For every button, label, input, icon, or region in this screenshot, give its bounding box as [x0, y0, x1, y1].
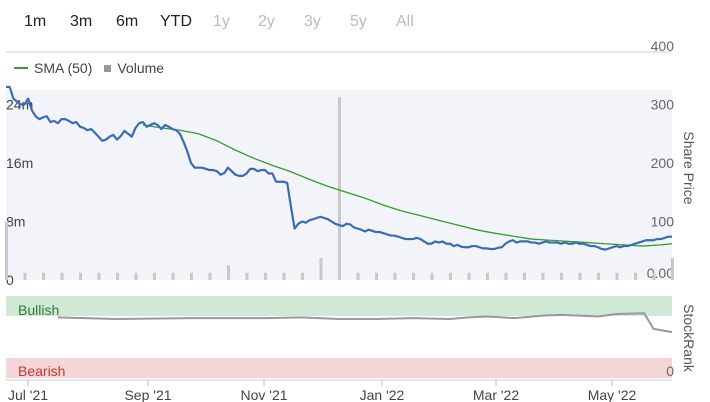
volume-bar — [356, 272, 360, 280]
share-price-axis-label: Share Price — [681, 131, 697, 204]
x-tick-label: Nov '21 — [240, 387, 287, 402]
bearish-label: Bearish — [18, 363, 65, 379]
volume-bar — [504, 272, 508, 280]
volume-bar — [23, 272, 27, 280]
x-tick-label: May '22 — [588, 387, 637, 402]
stockrank-tick-label: 0 — [666, 363, 674, 379]
volume-bar — [578, 272, 582, 280]
price-tick-label: 0.00 — [647, 265, 674, 281]
volume-bar — [671, 258, 674, 280]
range-button-1m[interactable]: 1m — [24, 13, 47, 30]
volume-bar — [560, 272, 563, 280]
volume-bar — [245, 272, 249, 280]
bullish-label: Bullish — [18, 302, 59, 318]
price-tick-label: 200 — [651, 155, 675, 171]
volume-bar — [338, 97, 341, 280]
volume-bar — [134, 272, 138, 280]
bearish-band — [6, 358, 672, 378]
stockrank-line — [57, 312, 673, 334]
volume-bar — [153, 272, 156, 280]
range-button-6m[interactable]: 6m — [116, 13, 139, 30]
volume-bar — [171, 272, 175, 280]
price-tick-label: 300 — [651, 97, 675, 113]
volume-tick-label: 16m — [6, 155, 33, 171]
volume-bar — [412, 272, 415, 280]
volume-bar — [523, 272, 526, 280]
volume-bar — [42, 272, 45, 280]
volume-bar — [393, 272, 397, 280]
chart-legend: SMA (50) Volume — [14, 60, 164, 76]
range-button-1y[interactable]: 1y — [213, 13, 230, 30]
volume-bar — [97, 272, 101, 280]
sma-legend-label[interactable]: SMA (50) — [34, 60, 93, 76]
volume-bar — [652, 272, 656, 280]
volume-bar — [5, 221, 8, 280]
volume-tick-label: 0 — [6, 272, 14, 288]
volume-bar — [190, 272, 193, 280]
range-button-3m[interactable]: 3m — [70, 13, 93, 30]
volume-bar — [319, 258, 323, 280]
sma-line — [142, 124, 673, 247]
volume-bar — [264, 272, 267, 280]
range-button-3y[interactable]: 3y — [304, 13, 321, 30]
volume-bar — [208, 272, 212, 280]
volume-bar — [486, 272, 489, 280]
volume-bar — [615, 272, 619, 280]
volume-bar — [634, 272, 637, 280]
volume-bar — [79, 272, 82, 280]
x-tick-label: Jan '22 — [360, 387, 405, 402]
volume-bar — [449, 272, 452, 280]
range-button-5y[interactable]: 5y — [350, 13, 367, 30]
price-tick-label: 100 — [651, 214, 675, 230]
volume-bar — [467, 272, 471, 280]
volume-bar — [116, 272, 119, 280]
price-tick-label: 400 — [651, 38, 675, 54]
volume-bar — [541, 272, 545, 280]
volume-bar — [282, 272, 286, 280]
volume-tick-label: 8m — [6, 214, 25, 230]
volume-bar — [597, 272, 600, 280]
volume-bar — [430, 272, 434, 280]
price-line — [6, 85, 672, 251]
volume-bar — [227, 265, 230, 280]
range-button-all[interactable]: All — [396, 13, 414, 30]
volume-bar — [375, 272, 378, 280]
volume-bar — [301, 272, 304, 280]
range-button-ytd[interactable]: YTD — [160, 13, 192, 30]
x-tick-label: Jul '21 — [8, 387, 48, 402]
volume-legend-swatch[interactable] — [104, 64, 112, 72]
sma-legend-swatch[interactable] — [14, 67, 28, 69]
bullish-band — [6, 296, 672, 316]
stockrank-axis-label: StockRank — [681, 304, 697, 373]
range-button-2y[interactable]: 2y — [258, 13, 275, 30]
volume-bar — [60, 272, 64, 280]
x-tick-label: Mar '22 — [473, 387, 519, 402]
x-tick-label: Sep '21 — [124, 387, 171, 402]
volume-legend-label[interactable]: Volume — [117, 60, 165, 76]
